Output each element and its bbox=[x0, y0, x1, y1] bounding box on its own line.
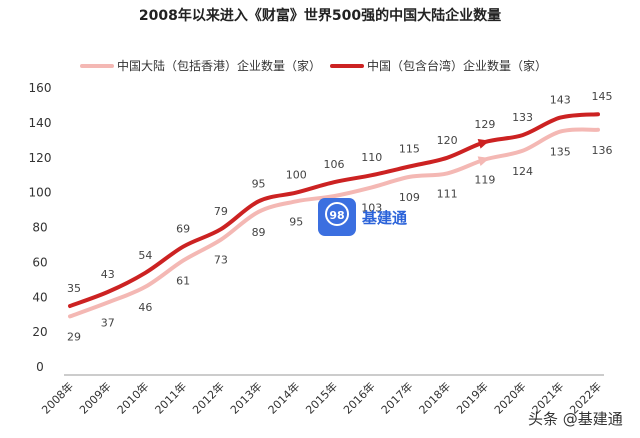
data-label: 46 bbox=[138, 301, 152, 314]
series-line-1 bbox=[68, 127, 600, 319]
x-tick-label: 2017年 bbox=[378, 379, 415, 416]
data-label: 69 bbox=[176, 223, 190, 236]
data-label: 136 bbox=[592, 144, 613, 157]
data-label: 103 bbox=[361, 201, 382, 214]
data-label: 109 bbox=[399, 191, 420, 204]
watermark-text: 基建通 bbox=[361, 209, 407, 227]
y-tick-label: 20 bbox=[32, 325, 47, 339]
x-tick-label: 2016年 bbox=[340, 379, 377, 416]
x-tick-label: 2014年 bbox=[265, 379, 302, 416]
data-label: 43 bbox=[101, 268, 115, 281]
x-tick-label: 2019年 bbox=[454, 379, 491, 416]
x-axis: 2008年 2009年 2010年 2011年 2012年 2013年 2014年 2015年… bbox=[39, 374, 604, 417]
data-label: 29 bbox=[67, 330, 81, 343]
x-tick-label: 2008年 bbox=[39, 379, 76, 416]
x-tick-label: 2018年 bbox=[416, 379, 453, 416]
data-label: 129 bbox=[474, 118, 495, 131]
data-label: 111 bbox=[437, 187, 458, 200]
data-label: 95 bbox=[289, 215, 303, 228]
data-label: 106 bbox=[324, 158, 345, 171]
x-tick-label: 2012年 bbox=[190, 379, 227, 416]
data-label: 100 bbox=[286, 169, 307, 182]
x-tick-label: 2009年 bbox=[76, 379, 113, 416]
legend-label-series-1: 中国大陆（包括香港）企业数量（家） bbox=[117, 58, 321, 73]
series-line-2 bbox=[68, 112, 600, 308]
data-label: 120 bbox=[437, 134, 458, 147]
y-tick-label: 60 bbox=[32, 255, 47, 269]
y-tick-label: 120 bbox=[29, 151, 52, 165]
y-tick-label: 160 bbox=[29, 81, 52, 95]
data-label: 115 bbox=[399, 142, 420, 155]
x-tick-label: 2010年 bbox=[114, 379, 151, 416]
data-label: 89 bbox=[252, 226, 266, 239]
data-label: 73 bbox=[214, 254, 228, 267]
y-tick-label: 80 bbox=[32, 221, 47, 235]
data-label: 135 bbox=[550, 146, 571, 159]
y-tick-label: 40 bbox=[32, 290, 47, 304]
watermark: 98 基建通 bbox=[318, 198, 407, 236]
data-label: 145 bbox=[592, 90, 613, 103]
data-labels: 29 37 46 61 73 89 95 98 103 109 111 119 124 135 136 35 4… bbox=[67, 90, 613, 343]
chart-title: 2008年以来进入《财富》世界500强的中国大陆企业数量 bbox=[139, 7, 501, 24]
data-label: 124 bbox=[512, 165, 533, 178]
x-tick-label: 2013年 bbox=[227, 379, 264, 416]
data-label: 61 bbox=[176, 275, 190, 288]
y-tick-label: 100 bbox=[29, 186, 52, 200]
series-layer bbox=[68, 112, 600, 319]
legend-label-series-2: 中国（包含台湾）企业数量（家） bbox=[367, 58, 547, 73]
watermark-badge-ring bbox=[325, 202, 349, 226]
watermark-badge-number: 98 bbox=[329, 209, 344, 222]
data-label: 110 bbox=[361, 151, 382, 164]
y-axis: 0 20 40 60 80 100 120 140 160 bbox=[29, 81, 52, 374]
data-label: 79 bbox=[214, 205, 228, 218]
x-tick-label: 2015年 bbox=[303, 379, 340, 416]
data-label: 143 bbox=[550, 94, 571, 107]
footer-text: 头条 @基建通 bbox=[528, 410, 623, 428]
series-marker-2 bbox=[477, 138, 490, 149]
data-label: 54 bbox=[138, 249, 152, 262]
x-tick-label: 2020年 bbox=[491, 379, 528, 416]
y-tick-label: 140 bbox=[29, 116, 52, 130]
data-label: 37 bbox=[101, 316, 115, 329]
data-label: 95 bbox=[252, 177, 266, 190]
y-tick-label: 0 bbox=[36, 360, 44, 374]
data-label: 119 bbox=[474, 173, 495, 186]
data-label: 35 bbox=[67, 282, 81, 295]
data-label: 133 bbox=[512, 111, 533, 124]
legend: 中国大陆（包括香港）企业数量（家） 中国（包含台湾）企业数量（家） bbox=[80, 58, 547, 73]
series-marker-1 bbox=[477, 156, 490, 167]
x-tick-label: 2011年 bbox=[152, 379, 189, 416]
